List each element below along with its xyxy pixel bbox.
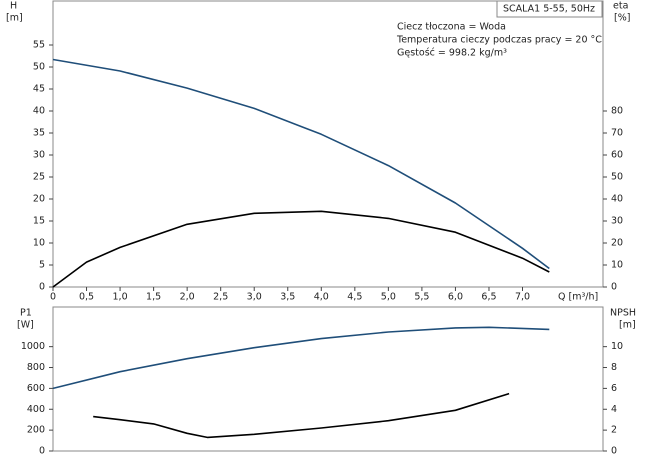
plot-frame: [52, 0, 604, 288]
x-tick-label: 2,0: [180, 292, 195, 303]
x-tick-label: 3,5: [280, 292, 295, 303]
x-tick-label: 0,5: [79, 292, 94, 303]
y2-tick-label: 50: [611, 172, 623, 183]
x-tick-label: 6,5: [481, 292, 496, 303]
x-tick-label: 4,5: [347, 292, 362, 303]
y-tick-label: 25: [33, 172, 45, 183]
y-tick-label: 35: [33, 128, 45, 139]
y-axis-label: [m]: [6, 13, 23, 24]
annotation: Ciecz tłoczona = Woda: [397, 22, 506, 33]
y-axis-label: [W]: [17, 320, 34, 331]
y2-tick-label: 60: [611, 150, 623, 161]
y-tick-label: 5: [39, 260, 45, 271]
y-tick-label: 55: [33, 40, 45, 51]
y2-tick-label: 4: [611, 404, 617, 415]
y-tick-label: 1000: [21, 341, 45, 352]
y-tick-label: 15: [33, 216, 45, 227]
x-tick-label: 1,0: [113, 292, 128, 303]
curve-p1: [52, 326, 550, 390]
plot-frame: [52, 306, 604, 452]
x-axis-label: Q [m³/h]: [558, 292, 598, 303]
x-tick-label: 3,0: [247, 292, 262, 303]
y2-axis-label: [%]: [614, 13, 630, 24]
curve-h: [52, 58, 550, 270]
curve-eta: [52, 210, 550, 288]
y-tick-label: 30: [33, 150, 45, 161]
y2-tick-label: 10: [611, 341, 623, 352]
y-tick-label: 20: [33, 194, 45, 205]
y2-tick-label: 0: [611, 282, 617, 293]
chart-title: SCALA1 5-55, 50Hz: [503, 4, 595, 15]
y2-axis-label: eta: [613, 1, 628, 12]
x-tick-label: 6,0: [448, 292, 463, 303]
y-tick-label: 50: [33, 62, 45, 73]
curve-npsh: [93, 392, 510, 439]
y-axis-label: H: [10, 1, 17, 12]
annotation: Gęstość = 998.2 kg/m³: [397, 48, 507, 59]
y2-tick-label: 10: [611, 260, 623, 271]
y-tick-label: 0: [39, 282, 45, 293]
y-axis-label: P1: [20, 308, 32, 319]
y-tick-label: 800: [27, 362, 45, 373]
x-tick-label: 1,5: [146, 292, 161, 303]
x-tick-label: 7,0: [515, 292, 530, 303]
y2-tick-label: 8: [611, 362, 617, 373]
y-tick-label: 600: [27, 383, 45, 394]
x-tick-label: 5,0: [381, 292, 396, 303]
y2-tick-label: 2: [611, 425, 617, 436]
y2-tick-label: 6: [611, 383, 617, 394]
x-tick-label: 0: [50, 292, 56, 303]
y-tick-label: 0: [39, 446, 45, 457]
y-tick-label: 45: [33, 84, 45, 95]
y2-axis-label: NPSH: [610, 308, 636, 319]
y-tick-label: 10: [33, 238, 45, 249]
y2-tick-label: 40: [611, 194, 623, 205]
y2-tick-label: 30: [611, 216, 623, 227]
x-tick-label: 4,0: [314, 292, 329, 303]
y2-tick-label: 0: [611, 446, 617, 457]
y2-tick-label: 20: [611, 238, 623, 249]
y2-tick-label: 70: [611, 128, 623, 139]
y2-tick-label: 80: [611, 106, 623, 117]
y-tick-label: 400: [27, 404, 45, 415]
x-tick-label: 2,5: [213, 292, 228, 303]
y-tick-label: 40: [33, 106, 45, 117]
x-tick-label: 5,5: [414, 292, 429, 303]
y-tick-label: 200: [27, 425, 45, 436]
y2-axis-label: [m]: [619, 320, 636, 331]
annotation: Temperatura cieczy podczas pracy = 20 °C: [396, 35, 602, 46]
